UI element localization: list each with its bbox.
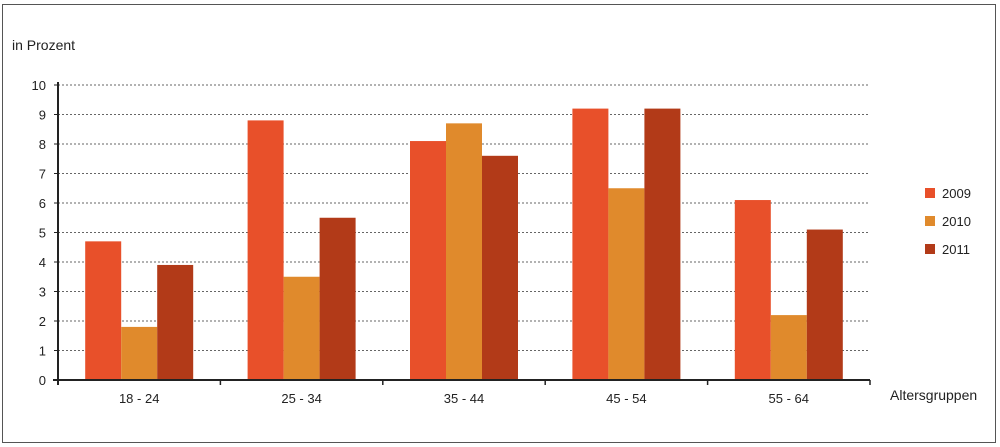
bar bbox=[644, 108, 681, 380]
legend-label: 2009 bbox=[942, 186, 971, 201]
legend-label: 2010 bbox=[942, 214, 971, 229]
bar bbox=[410, 141, 446, 380]
bar bbox=[608, 188, 645, 380]
bar bbox=[283, 276, 320, 380]
legend: 2009 2010 2011 bbox=[925, 186, 971, 257]
bar bbox=[734, 200, 771, 380]
y-tick-labels: 0 1 2 3 4 5 6 7 8 9 10 bbox=[32, 78, 46, 388]
x-tick-label: 18 - 24 bbox=[119, 391, 159, 406]
y-tick-label: 4 bbox=[39, 255, 46, 270]
bar bbox=[806, 229, 843, 380]
y-tick-label: 0 bbox=[39, 373, 46, 388]
legend-swatch bbox=[925, 188, 935, 198]
y-tick-label: 8 bbox=[39, 137, 46, 152]
legend-label: 2011 bbox=[942, 242, 970, 257]
y-tick-label: 1 bbox=[39, 344, 46, 359]
bar bbox=[770, 315, 807, 380]
bar bbox=[157, 264, 194, 380]
bar bbox=[572, 108, 609, 380]
x-axis-label: Altersgruppen bbox=[890, 387, 977, 403]
x-tick-label: 45 - 54 bbox=[606, 391, 646, 406]
y-axis-label: in Prozent bbox=[12, 37, 75, 53]
y-tick-label: 5 bbox=[39, 226, 46, 241]
bar bbox=[446, 123, 482, 380]
bar bbox=[121, 326, 158, 380]
y-tick-label: 3 bbox=[39, 285, 46, 300]
axes bbox=[53, 82, 871, 385]
y-tick-label: 6 bbox=[39, 196, 46, 211]
y-tick-label: 9 bbox=[39, 108, 46, 123]
y-tick-label: 2 bbox=[39, 314, 46, 329]
bar bbox=[319, 217, 356, 380]
x-tick-label: 35 - 44 bbox=[444, 391, 484, 406]
legend-swatch bbox=[925, 216, 935, 226]
chart-frame: in Prozent Altersgruppen 0 1 2 3 4 5 6 7 8 9 10 18… bbox=[2, 4, 996, 443]
bar bbox=[482, 155, 518, 380]
x-tick-label: 25 - 34 bbox=[281, 391, 321, 406]
bars bbox=[85, 108, 843, 381]
grouped-bar-chart: in Prozent Altersgruppen 0 1 2 3 4 5 6 7 8 9 10 18… bbox=[12, 37, 977, 406]
legend-swatch bbox=[925, 244, 935, 254]
bar bbox=[85, 241, 122, 380]
x-tick-labels: 18 - 24 25 - 34 35 - 44 45 - 54 55 - 64 bbox=[119, 391, 809, 406]
y-tick-label: 10 bbox=[32, 78, 46, 93]
x-tick-label: 55 - 64 bbox=[769, 391, 809, 406]
bar bbox=[247, 120, 284, 381]
y-tick-label: 7 bbox=[39, 167, 46, 182]
